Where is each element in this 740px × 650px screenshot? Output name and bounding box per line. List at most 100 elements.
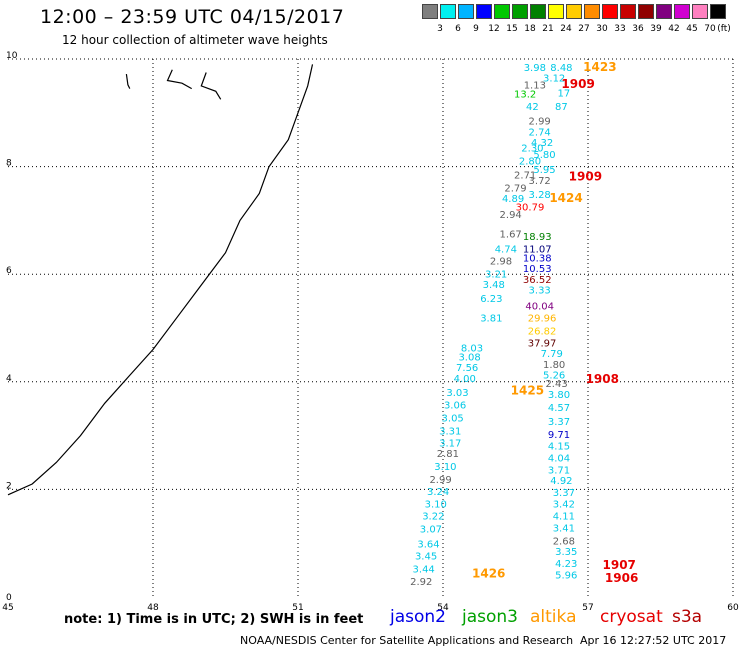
satellite-label-cryosat: cryosat [600, 607, 663, 627]
legend-label: 33 [614, 24, 626, 34]
wave-height-label: 3.64 [417, 540, 439, 551]
legend-swatch [548, 4, 564, 19]
wave-height-label: 8.48 [550, 63, 572, 74]
pass-time-label: 1426 [472, 567, 505, 581]
wave-height-label: 3.22 [422, 512, 444, 523]
wave-height-label: 2.81 [437, 449, 459, 460]
wave-height-label: 2.71 [514, 170, 536, 181]
legend-label: 9 [473, 24, 479, 34]
island-outline [125, 74, 131, 89]
wave-height-label: 10.38 [523, 253, 552, 264]
legend-swatch [458, 4, 474, 19]
wave-height-label: 2.98 [490, 257, 512, 268]
wave-height-label: 2.92 [410, 577, 432, 588]
wave-height-label: 1.13 [524, 81, 546, 92]
pass-time-label: 1906 [605, 571, 638, 585]
wave-height-label: 2.68 [553, 536, 575, 547]
legend-label: 21 [542, 24, 554, 34]
wave-height-label: 3.37 [553, 488, 575, 499]
legend-swatch [494, 4, 510, 19]
satellite-label-s3a: s3a [672, 607, 703, 627]
legend-swatch [656, 4, 672, 19]
wave-height-label: 2.80 [519, 156, 541, 167]
wave-height-label: 4.04 [548, 453, 570, 464]
wave-height-label: 5.95 [533, 165, 555, 176]
wave-height-label: 30.79 [516, 203, 545, 214]
legend-swatch [638, 4, 654, 19]
wave-height-label: 3.21 [485, 269, 507, 280]
legend-swatch [422, 4, 438, 19]
legend-label: 15 [506, 24, 518, 34]
legend-unit: (ft) [717, 24, 731, 34]
wave-height-label: 9.71 [548, 430, 570, 441]
page-subtitle: 12 hour collection of altimeter wave hei… [62, 33, 328, 47]
legend-label: 12 [488, 24, 500, 34]
wave-height-label: 7.79 [541, 349, 563, 360]
wave-height-label: 5.26 [543, 371, 565, 382]
wave-height-label: 3.06 [444, 401, 466, 412]
legend-swatch [566, 4, 582, 19]
axis-ticks: 45 48 51 54 57 60 0 2 4 6 8 10 [2, 51, 739, 613]
x-tick-label: 51 [292, 603, 303, 613]
legend-label: 36 [632, 24, 644, 34]
pass-time-label: 1907 [603, 558, 636, 572]
legend-swatch [602, 4, 618, 19]
legend-swatch [584, 4, 600, 19]
coastline-path [7, 64, 314, 496]
x-tick-label: 48 [147, 603, 159, 613]
wave-height-label: 1.80 [543, 360, 565, 371]
x-tick-label: 54 [437, 603, 449, 613]
wave-height-label: 3.44 [413, 564, 435, 575]
wave-height-label: 3.10 [425, 500, 447, 511]
map-grid [8, 58, 734, 597]
wave-height-label: 4.32 [531, 138, 553, 149]
wave-height-label: 2.79 [504, 183, 526, 194]
wave-height-label: 2.94 [500, 210, 522, 221]
legend-label: 27 [578, 24, 590, 34]
legend-swatch [530, 4, 546, 19]
pass-time-label: 1909 [561, 77, 594, 91]
island-outline [200, 72, 222, 100]
wave-height-label: 3.28 [529, 190, 551, 201]
legend-label: 45 [686, 24, 698, 34]
wave-height-label: 8.03 [461, 344, 483, 355]
wave-height-label: 87 [555, 102, 568, 113]
x-tick-label: 60 [727, 603, 739, 613]
legend-label: 18 [524, 24, 536, 34]
wave-height-label: 37.97 [528, 338, 557, 349]
wave-height-label: 2.30 [521, 144, 543, 155]
wave-height-label: 36.52 [523, 275, 552, 286]
wave-height-label: 5.80 [533, 150, 555, 161]
wave-height-label: 3.07 [420, 524, 442, 535]
wave-height-label: 6.23 [480, 294, 502, 305]
wave-height-label: 5.96 [555, 571, 577, 582]
wave-height-label: 29.96 [528, 314, 557, 325]
y-tick-label: 4 [6, 374, 12, 384]
wave-height-label: 4.00 [454, 374, 476, 385]
wave-height-label: 4.57 [548, 403, 570, 414]
wave-height-label: 11.07 [523, 245, 552, 256]
wave-height-label: 2.99 [429, 475, 451, 486]
wave-height-label: 3.17 [439, 438, 461, 449]
footer-note: note: 1) Time is in UTC; 2) SWH is in fe… [64, 612, 364, 627]
legend-label: 70 [704, 24, 716, 34]
satellite-label-altika: altika [530, 607, 577, 627]
wave-height-label: 2.43 [545, 379, 567, 390]
wave-height-label: 4.15 [548, 442, 570, 453]
pass-time-label: 1424 [549, 191, 582, 205]
wave-height-label: 3.80 [548, 390, 570, 401]
pass-time-label: 1908 [586, 372, 619, 386]
legend-swatch [710, 4, 726, 19]
legend-label: 42 [668, 24, 680, 34]
y-tick-label: 10 [6, 51, 18, 61]
y-tick-label: 0 [6, 593, 12, 603]
y-tick-label: 8 [6, 159, 12, 169]
credit-text: NOAA/NESDIS Center for Satellite Applica… [240, 634, 574, 647]
legend-swatch [692, 4, 708, 19]
wave-height-label: 2.99 [529, 117, 551, 128]
wave-height-label: 4.89 [502, 194, 524, 205]
wave-height-label: 3.45 [415, 551, 437, 562]
page-title: 12:00 – 23:59 UTC 04/15/2017 [40, 6, 345, 28]
